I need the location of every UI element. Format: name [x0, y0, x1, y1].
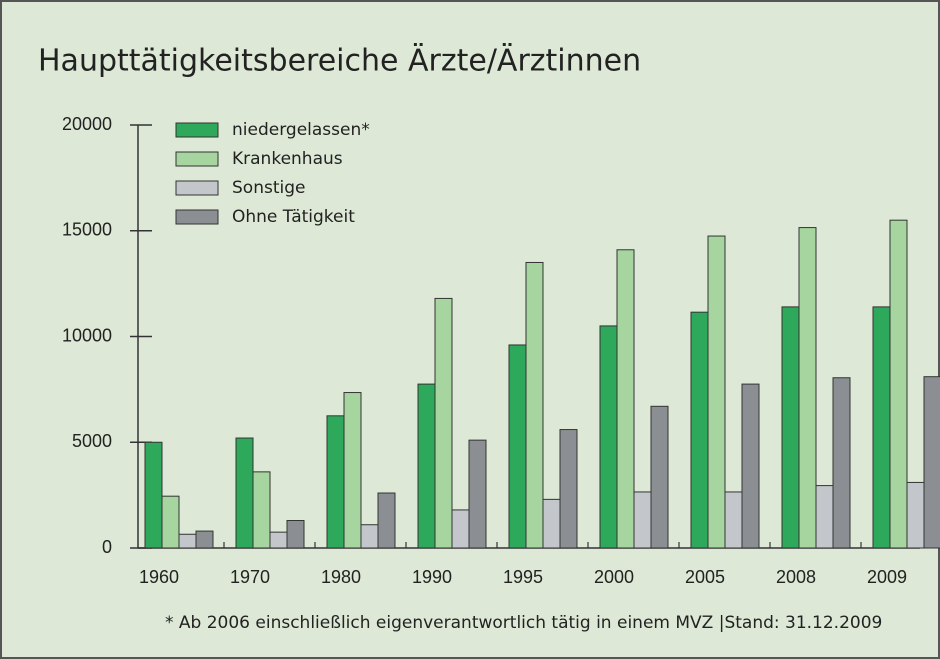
legend-swatch [175, 122, 219, 138]
x-tick-label: 1990 [412, 567, 452, 587]
legend-label: Krankenhaus [232, 149, 343, 169]
bar [616, 249, 635, 549]
bar [451, 509, 470, 549]
legend-label: niedergelassen* [232, 120, 370, 140]
bar [343, 392, 362, 549]
legend-swatch [175, 209, 219, 225]
x-tick-label: 1995 [503, 567, 543, 587]
bar [889, 219, 908, 549]
legend-swatch [175, 151, 219, 167]
bar [781, 306, 800, 549]
bar [161, 495, 180, 549]
y-tick-label: 20000 [62, 114, 112, 134]
y-tick-label: 5000 [72, 431, 112, 451]
bar [832, 377, 851, 549]
bar [633, 491, 652, 549]
legend-label: Ohne Tätigkeit [232, 207, 355, 227]
bar [599, 325, 618, 549]
bar [235, 437, 254, 549]
legend-label: Sonstige [232, 178, 305, 198]
y-tick-label: 0 [102, 537, 112, 557]
bar [724, 491, 743, 549]
x-tick-label: 1980 [321, 567, 361, 587]
x-tick-label: 2008 [776, 567, 816, 587]
bar [252, 471, 271, 549]
bar [144, 441, 163, 549]
bar [872, 306, 891, 549]
x-tick-label: 1970 [230, 567, 270, 587]
bar [525, 261, 544, 549]
bar [798, 227, 817, 549]
bar [360, 524, 379, 549]
bar [690, 311, 709, 549]
bar [906, 481, 925, 549]
bar [508, 344, 527, 549]
x-tick-label: 2000 [594, 567, 634, 587]
footnote: * Ab 2006 einschließlich eigenverantwort… [165, 613, 882, 633]
bar [269, 531, 288, 549]
bar [923, 376, 940, 549]
bar [377, 492, 396, 549]
bar [741, 383, 760, 549]
bar [542, 498, 561, 549]
bar [815, 485, 834, 549]
bar [650, 405, 669, 549]
bar [707, 235, 726, 549]
bar [326, 415, 345, 549]
x-tick-label: 1960 [139, 567, 179, 587]
y-tick-label: 15000 [62, 220, 112, 240]
bar [178, 533, 197, 549]
y-tick-label: 10000 [62, 325, 112, 345]
bar [195, 530, 214, 549]
chart-title: Haupttätigkeitsbereiche Ärzte/Ärztinnen [38, 43, 641, 79]
bar [468, 439, 487, 549]
bar [559, 429, 578, 549]
bar [434, 297, 453, 549]
legend-swatch [175, 180, 219, 196]
x-tick-label: 2009 [867, 567, 907, 587]
bar [286, 520, 305, 549]
x-tick-label: 2005 [685, 567, 725, 587]
bar [417, 383, 436, 549]
